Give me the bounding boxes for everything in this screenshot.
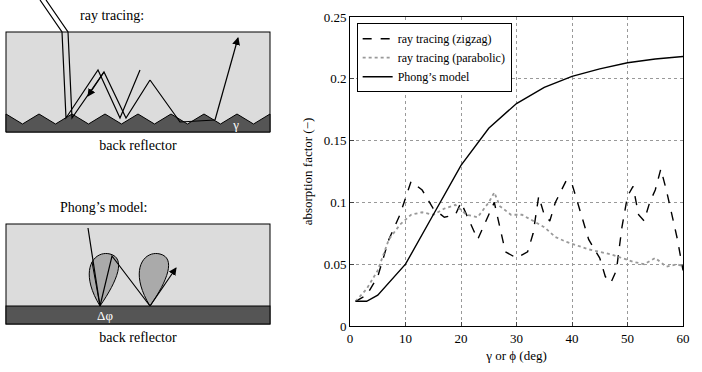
svg-text:γ or ϕ (deg): γ or ϕ (deg)	[485, 348, 547, 363]
svg-text:30: 30	[510, 331, 523, 346]
svg-text:Δφ: Δφ	[97, 308, 113, 323]
svg-text:Phong’s model:: Phong’s model:	[60, 200, 148, 215]
svg-text:absorption factor (−): absorption factor (−)	[300, 118, 315, 226]
svg-text:10: 10	[399, 331, 412, 346]
svg-text:ray tracing (zigzag): ray tracing (zigzag)	[398, 32, 492, 46]
svg-text:0.1: 0.1	[330, 195, 346, 210]
svg-text:Phong’s model: Phong’s model	[398, 70, 470, 84]
svg-text:0.15: 0.15	[324, 133, 347, 148]
svg-text:0.2: 0.2	[330, 71, 346, 86]
svg-text:20: 20	[455, 331, 468, 346]
svg-text:ray tracing (parabolic): ray tracing (parabolic)	[398, 51, 505, 65]
svg-text:ray tracing:: ray tracing:	[80, 8, 144, 23]
svg-text:60: 60	[677, 331, 690, 346]
svg-text:50: 50	[621, 331, 634, 346]
svg-text:γ: γ	[232, 117, 239, 132]
svg-text:40: 40	[566, 331, 579, 346]
svg-text:0: 0	[340, 319, 347, 334]
svg-text:back reflector: back reflector	[99, 138, 177, 153]
svg-text:0: 0	[347, 331, 354, 346]
svg-text:back reflector: back reflector	[99, 330, 177, 345]
svg-text:0.05: 0.05	[324, 257, 347, 272]
svg-text:0.25: 0.25	[324, 10, 347, 25]
